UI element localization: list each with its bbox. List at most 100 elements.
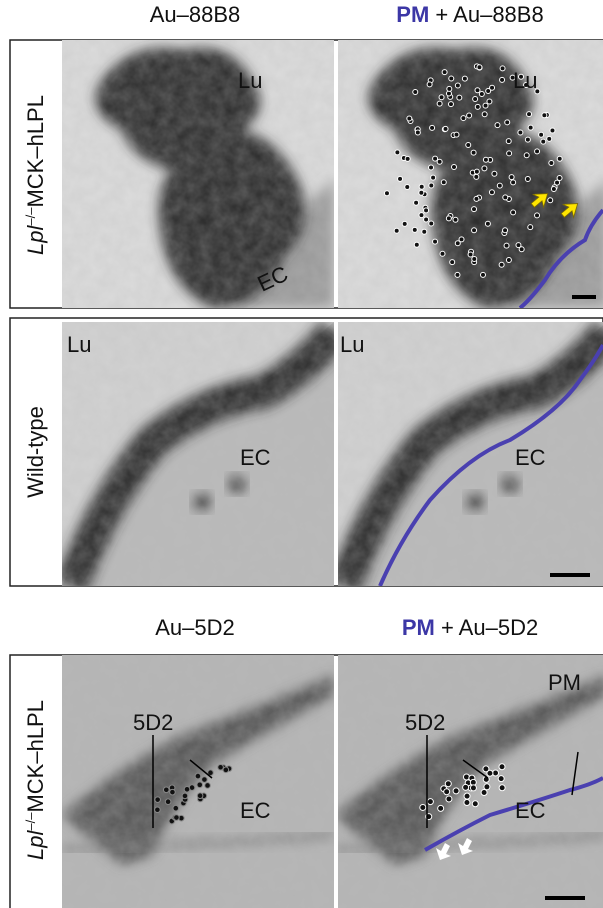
gold-particle	[505, 256, 512, 263]
panel-frame	[9, 317, 603, 587]
gold-particle	[201, 776, 208, 783]
image-label: Lu	[67, 332, 91, 357]
gold-particle	[183, 785, 191, 793]
gene: Lpl	[23, 225, 48, 255]
row-label-rest: MCK–hLPL	[23, 95, 48, 208]
gold-particle	[204, 782, 211, 789]
row-label-rest: MCK–hLPL	[23, 700, 48, 813]
gold-particle	[445, 795, 453, 803]
gold-particle	[418, 189, 425, 196]
image-label: Lu	[238, 68, 262, 93]
gold-particle	[523, 82, 530, 89]
gold-particle	[450, 163, 457, 170]
gold-particle	[471, 255, 478, 262]
gold-particle	[466, 112, 473, 119]
gold-particle	[479, 271, 486, 278]
gold-particle	[437, 804, 445, 812]
gold-particle	[556, 174, 563, 181]
column-title: Au–5D2	[155, 615, 235, 640]
gold-particle	[471, 206, 478, 213]
gold-particle	[444, 780, 452, 788]
image-label: Lu	[340, 332, 364, 357]
gold-particle	[486, 98, 493, 105]
gold-particle	[452, 787, 460, 795]
gold-particle	[540, 138, 547, 145]
pm-label: PM	[396, 2, 429, 27]
gold-particle	[452, 216, 459, 223]
gold-particle	[482, 156, 489, 163]
gold-particle	[502, 227, 509, 234]
title-text: + Au–5D2	[441, 615, 538, 640]
gene: Lpl	[23, 830, 48, 860]
gold-particle	[517, 129, 524, 136]
row-label: Lpl–/–MCK–hLPL	[23, 700, 48, 860]
gold-particle	[447, 101, 454, 108]
gold-particle	[448, 75, 455, 82]
gold-particle	[498, 784, 506, 792]
gold-particle	[428, 182, 435, 189]
image-label: 5D2	[405, 710, 445, 735]
gold-particle	[483, 783, 491, 791]
gold-particle	[465, 141, 472, 148]
gold-particle	[169, 788, 176, 796]
gold-particle	[418, 183, 425, 190]
gold-particle	[510, 209, 517, 216]
gold-particle	[438, 94, 445, 101]
gold-particle	[498, 763, 506, 771]
title-text: + Au–88B8	[435, 2, 543, 27]
micrograph	[62, 655, 334, 908]
gold-particle	[456, 94, 463, 101]
gold-particle	[207, 769, 214, 777]
gold-particle	[181, 792, 189, 800]
gold-particle	[432, 155, 439, 162]
gold-particle	[441, 69, 448, 76]
gold-particle	[518, 246, 525, 253]
gold-particle	[421, 228, 428, 235]
gold-particle	[460, 115, 467, 122]
gold-particle	[436, 158, 443, 165]
row-label: Wild-type	[23, 406, 48, 498]
gold-particle	[489, 84, 496, 91]
gold-particle	[515, 242, 522, 249]
gold-particle	[393, 227, 400, 234]
gold-particle	[222, 766, 230, 774]
image-label: EC	[515, 798, 546, 823]
gold-particle	[154, 806, 161, 814]
gold-particle	[476, 64, 483, 71]
gold-particle	[538, 131, 545, 138]
gold-particle	[478, 91, 485, 98]
gold-particle	[194, 772, 202, 780]
gold-particle	[480, 789, 488, 797]
gold-particle	[497, 775, 505, 783]
gold-particle	[413, 241, 420, 248]
gold-particle	[509, 74, 516, 81]
gold-particle	[473, 173, 480, 180]
image-label: 5D2	[133, 710, 173, 735]
gold-particle	[164, 798, 172, 806]
micrograph	[335, 322, 603, 586]
gold-particle	[426, 798, 434, 806]
gold-particle	[439, 250, 446, 257]
gold-particle	[404, 184, 411, 191]
gold-particle	[548, 160, 555, 167]
gold-particle	[463, 799, 471, 807]
gold-particle	[481, 111, 488, 118]
gold-particle	[443, 788, 451, 796]
gold-particle	[496, 182, 503, 189]
gold-particle	[534, 88, 541, 95]
gold-particle	[394, 149, 401, 156]
gold-particle	[454, 82, 461, 89]
gold-particle	[499, 76, 506, 83]
gold-particle	[503, 242, 510, 249]
gold-particle	[549, 127, 556, 134]
gold-particle	[412, 88, 419, 95]
gold-particle	[505, 138, 512, 145]
gold-particle	[485, 88, 492, 95]
gold-particle	[473, 168, 480, 175]
pm-label: PM	[402, 615, 435, 640]
gold-particle	[504, 119, 511, 126]
gold-particle	[462, 783, 470, 791]
gold-particle	[440, 179, 447, 186]
superscript: –/–	[23, 812, 38, 831]
micrograph	[335, 655, 603, 908]
